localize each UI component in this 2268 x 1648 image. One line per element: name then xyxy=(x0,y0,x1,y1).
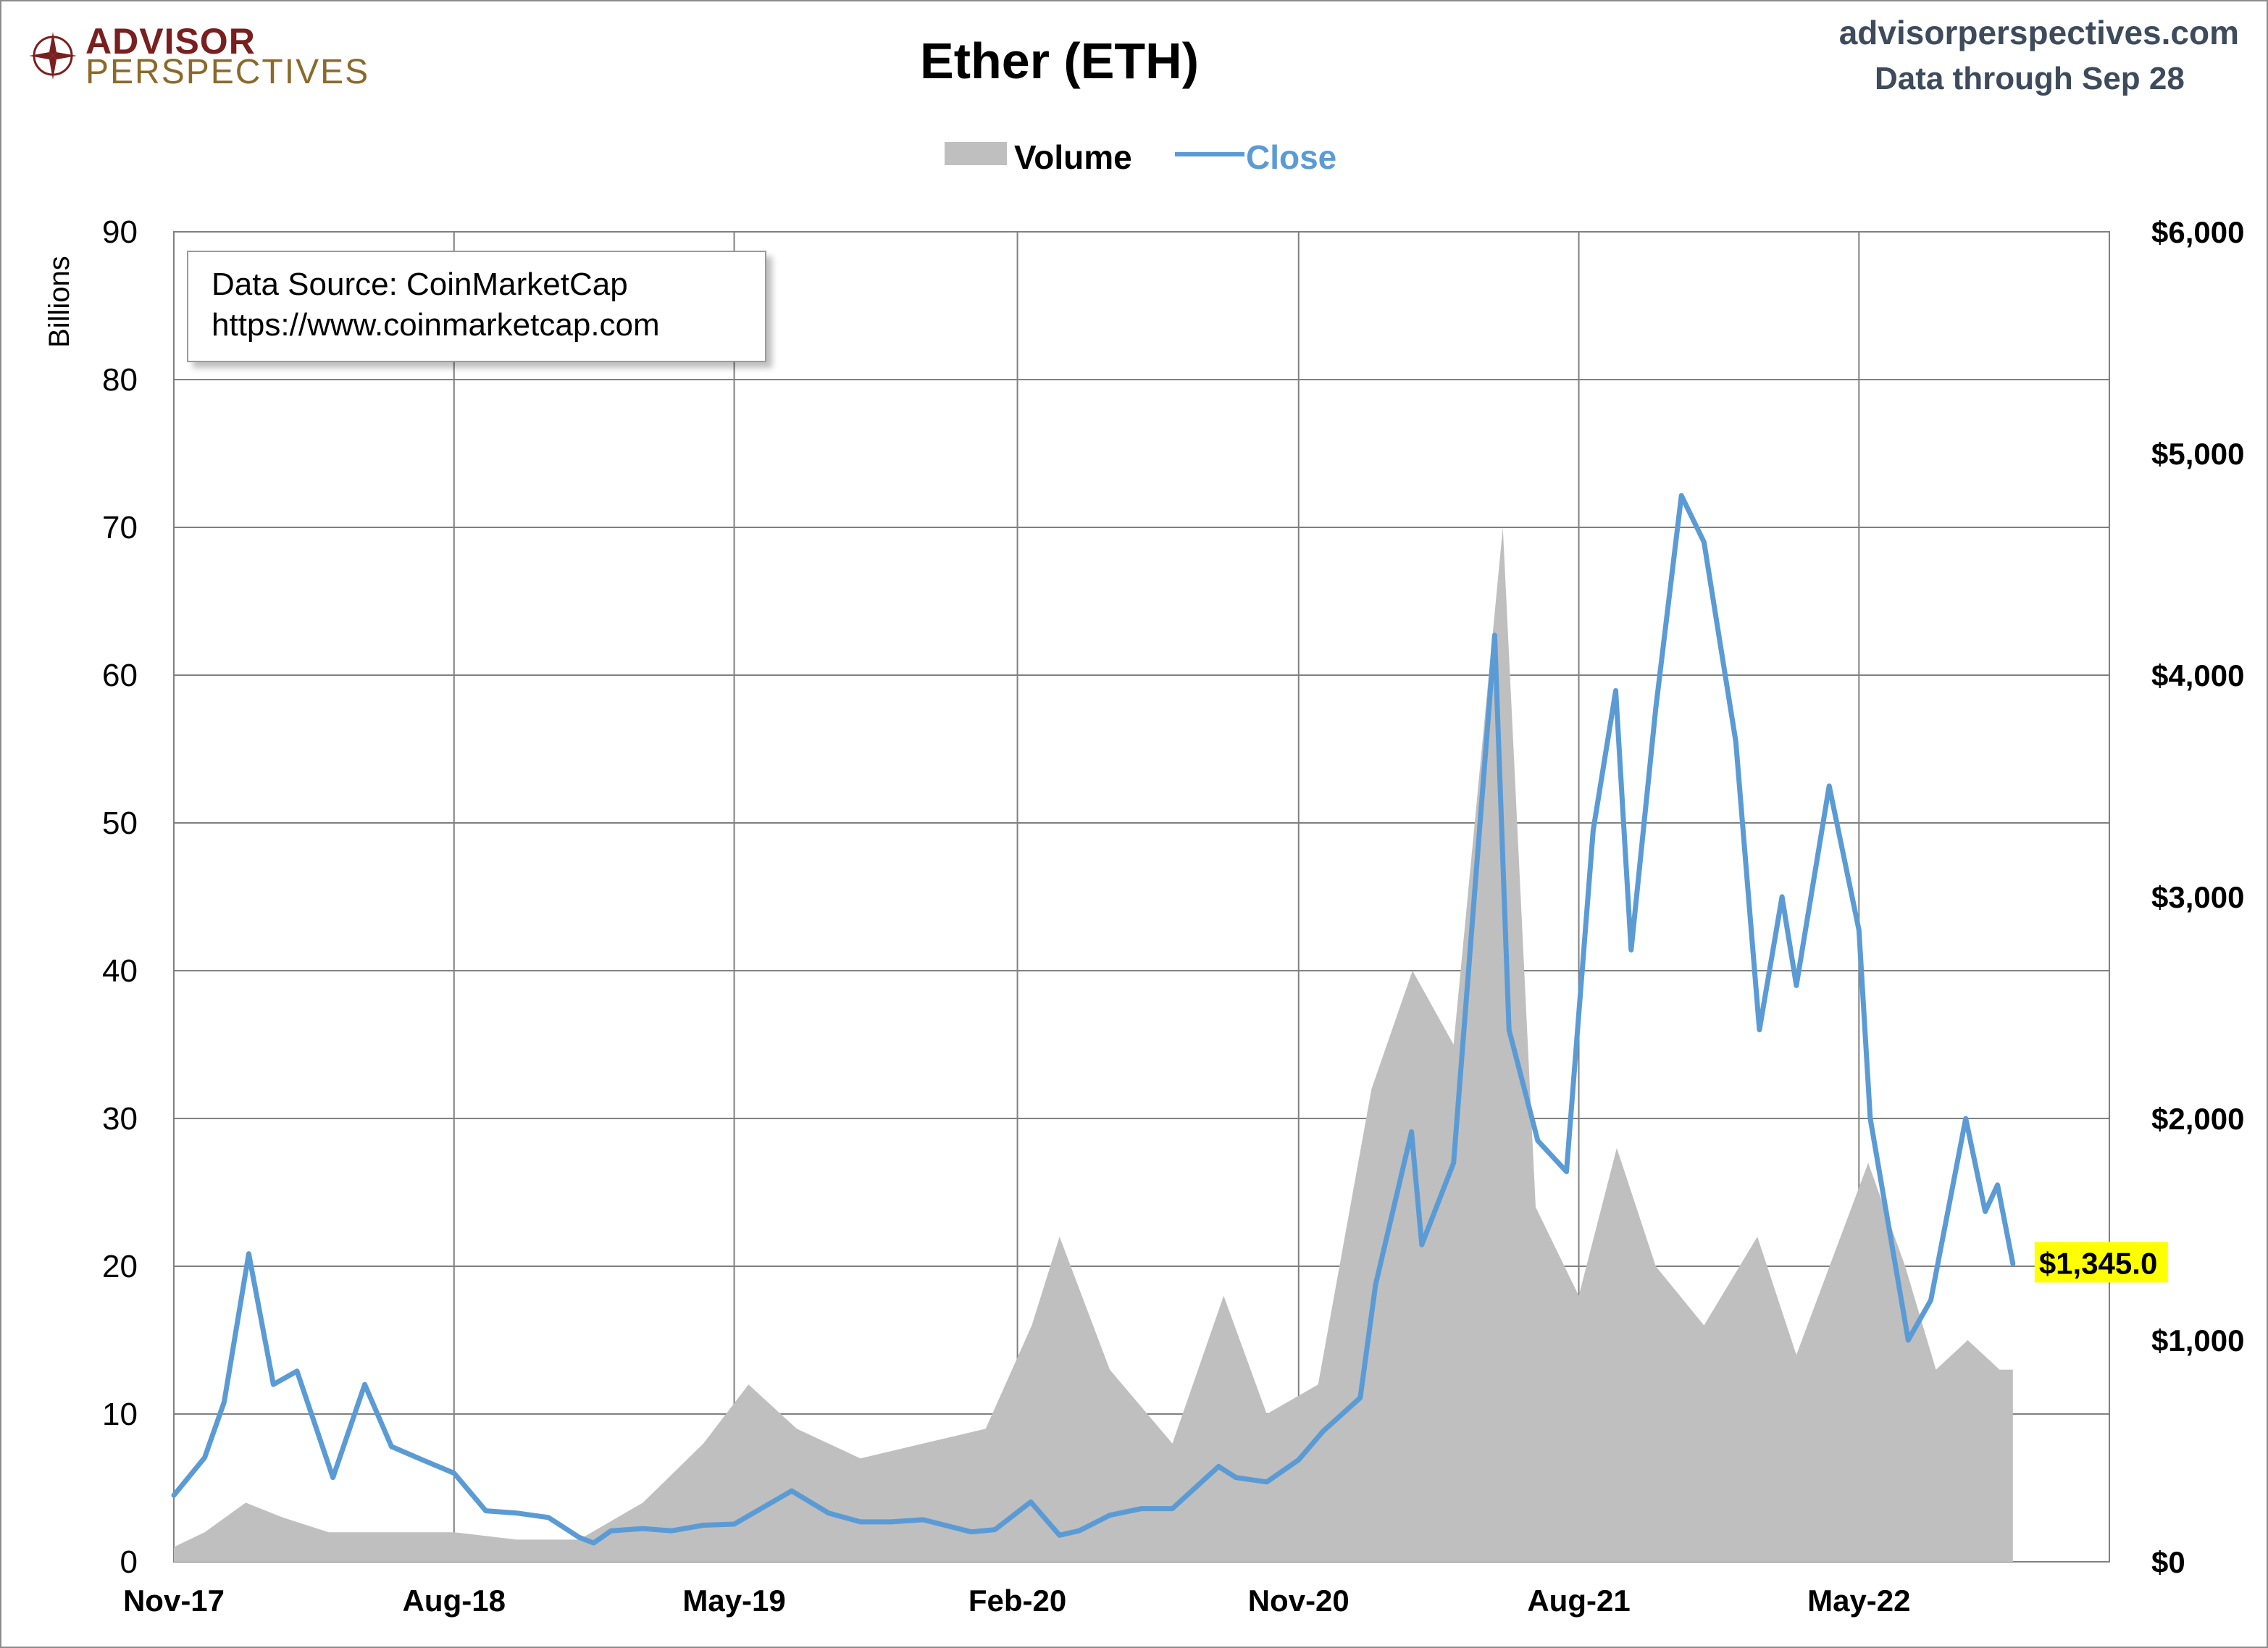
x-tick-label: May-19 xyxy=(682,1584,785,1618)
close-series xyxy=(171,493,2016,1546)
chart-title: Ether (ETH) xyxy=(920,33,1199,89)
y-left-tick-label: 50 xyxy=(102,806,138,841)
y-right-tick-label: $6,000 xyxy=(2151,215,2244,249)
x-tick-label: Feb-20 xyxy=(968,1584,1066,1618)
y-left-tick-label: 40 xyxy=(102,953,138,989)
data-source-box: Data Source: CoinMarketCap https://www.c… xyxy=(187,251,766,362)
y-left-tick-label: 30 xyxy=(102,1101,138,1137)
compass-icon xyxy=(29,32,77,80)
y-right-tick-label: $1,000 xyxy=(2151,1323,2244,1358)
x-tick-label: Aug-18 xyxy=(403,1584,506,1618)
y-left-tick-label: 60 xyxy=(102,658,138,693)
axis-tick-labels: 0 10 20 30 40 50 60 70 80 90 $0 $1,000 $2,000 $3,000 $… xyxy=(102,214,2244,1618)
last-value-callout: $1,345.0 xyxy=(2039,1246,2158,1280)
y-left-tick-label: 10 xyxy=(102,1397,138,1432)
brand-name-top: ADVISOR xyxy=(85,21,256,62)
data-source-url: https://www.coinmarketcap.com xyxy=(212,307,660,343)
y-right-tick-label: $5,000 xyxy=(2151,437,2244,471)
y-left-tick-label: 70 xyxy=(102,510,138,545)
legend-volume-label: Volume xyxy=(1014,138,1132,176)
data-source-line: Data Source: CoinMarketCap xyxy=(212,267,628,302)
y-left-tick-label: 0 xyxy=(120,1544,138,1580)
x-tick-label: Nov-20 xyxy=(1248,1584,1349,1618)
legend-close-label: Close xyxy=(1246,138,1337,176)
y-right-tick-label: $4,000 xyxy=(2151,658,2244,693)
volume-area xyxy=(174,527,2013,1562)
legend-close-swatch xyxy=(1175,152,1244,156)
x-tick-label: May-22 xyxy=(1807,1584,1910,1618)
data-through-date: Data through Sep 28 xyxy=(1875,61,2185,96)
y-left-tick-label: 20 xyxy=(102,1249,138,1284)
site-url: advisorperspectives.com xyxy=(1838,14,2239,51)
last-value-callout-bg xyxy=(2034,1242,2168,1283)
brand-name-bottom: PERSPECTIVES xyxy=(85,53,370,91)
y-right-tick-label: $3,000 xyxy=(2151,880,2244,914)
x-tick-label: Nov-17 xyxy=(123,1584,225,1618)
volume-series xyxy=(174,527,2013,1562)
legend-volume-swatch xyxy=(945,142,1007,165)
brand-logo: ADVISOR PERSPECTIVES xyxy=(28,20,368,91)
x-tick-label: Aug-21 xyxy=(1527,1584,1630,1618)
y-right-tick-label: $0 xyxy=(2151,1545,2185,1579)
annotation-layer: $1,345.0 xyxy=(2034,1242,2168,1283)
close-line xyxy=(171,493,2016,1546)
y-right-tick-label: $2,000 xyxy=(2151,1102,2244,1136)
y-left-tick-label: 90 xyxy=(102,214,138,250)
y-left-tick-label: 80 xyxy=(102,362,138,398)
